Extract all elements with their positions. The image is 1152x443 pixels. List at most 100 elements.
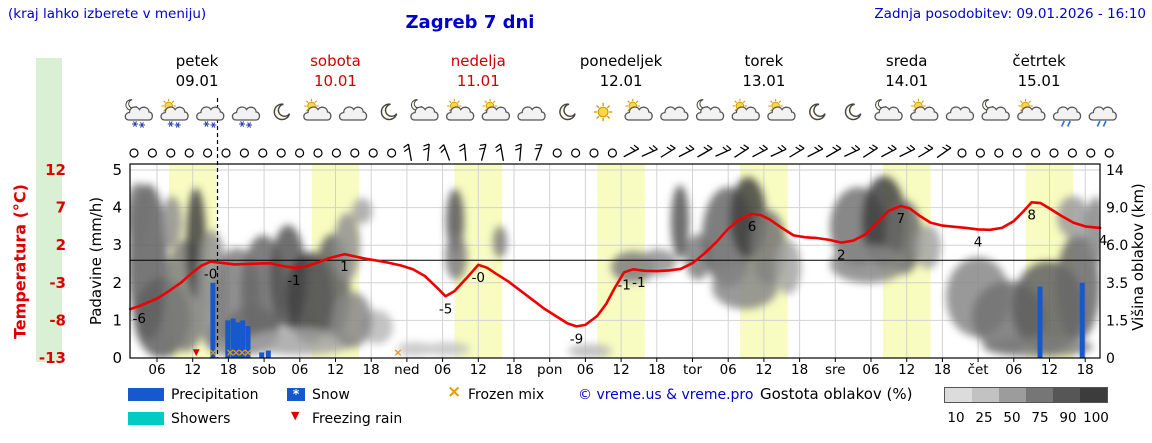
precipitation-bars [210,282,1085,358]
wind-calm-icon [276,148,286,158]
day-name: torek [744,52,783,70]
wind-barb-icon [641,148,658,157]
cloud-icon [481,106,511,121]
weather-icon-moon [273,103,291,121]
wind-barb-feather [535,143,542,146]
precipitation-swatch [128,388,164,401]
density-tick-label: 90 [1059,410,1077,426]
copyright-link[interactable]: © vreme.us & vreme.pro [578,387,754,403]
wind-barb-feather [423,143,430,147]
wind-barb-feather [514,147,522,151]
cloud-axis-tick: 6.0 [1106,238,1128,254]
wind-barb-feather [887,146,894,152]
plot-border [129,163,1101,359]
freezing-rain-marker: ▼ [193,348,200,358]
precip-bar [230,318,236,358]
wind-calm-icon [570,148,581,158]
day-date: 13.01 [742,72,785,90]
left-accent-strip [36,58,62,362]
x-tick-label: sob [252,362,276,378]
wind-barb-feather [924,146,930,151]
temperature-value-label: 1 [340,259,349,275]
wind-barb-feather [459,147,466,152]
wind-calm-icon [994,148,1004,158]
wind-calm-icon [203,148,213,158]
wind-calm-icon [589,148,599,158]
wind-barb-feather [685,146,691,152]
cloud-blob [334,213,360,281]
temperature-value-label: -5 [439,301,452,317]
wind-barb-icon [678,148,695,158]
density-segment-50 [999,388,1026,402]
wind-barb-icon [499,144,505,161]
wind-barb-feather [777,146,783,152]
wind-calm-icon [166,148,176,158]
snow-mark [204,121,209,127]
frozen-mix-marker: × [393,346,402,359]
wind-barb-feather [495,147,502,153]
x-tick-label: 12 [184,362,201,378]
legend-snow-label: Snow [312,387,350,403]
wind-calm-icon [239,148,249,158]
precip-bar [259,352,265,358]
weather-icon-cloud [338,106,368,121]
wind-barb-feather [851,146,857,152]
day-name: ponedeljek [580,52,663,70]
weather-icon-sun-cloud [910,98,939,121]
temp-axis-tick: -8 [49,311,66,329]
cloud-density-title: Gostota oblakov (%) [760,385,913,403]
weather-icon-moon [559,103,576,121]
legend-showers-label: Showers [171,411,231,427]
weather-icon-moon [844,103,862,121]
weather-icon-sun-cloud [1017,98,1046,121]
wind-barb-feather [440,147,446,153]
wind-barb-icon [427,143,430,162]
temp-axis-tick: 12 [45,161,66,179]
wind-barb-feather [422,147,430,151]
wind-barb-feather [854,144,861,150]
cloud-blob [775,240,801,294]
wind-barb-icon [734,147,750,158]
day-name: nedelja [451,52,506,70]
x-tick-label: 18 [648,362,665,378]
wind-calm-icon [350,148,360,158]
day-name: sreda [886,52,928,70]
density-tick-label: 10 [947,410,965,426]
precip-bar [210,282,216,358]
cloud-icon [1052,106,1082,121]
wind-barb-feather [906,146,912,152]
wind-calm-icon [258,148,268,158]
wind-barb-feather [891,144,897,150]
temperature-line [128,201,1102,328]
weather-icon-sun-cloud [481,98,511,121]
moon-icon [809,103,826,121]
weather-icon-cloud-snow [196,106,225,128]
snow-mark [240,121,245,127]
wind-barb-feather [669,144,676,149]
wind-calm-icon [1086,148,1096,158]
cloud-blob [1057,196,1089,238]
day-date: 14.01 [885,72,928,90]
x-tick-label: tor [683,362,703,378]
wind-barb-feather [648,146,655,152]
wind-calm-icon [1012,148,1022,158]
precip-bar [1037,286,1043,358]
wind-calm-icon [221,148,231,158]
snow-mark [211,122,216,128]
precip-axis-tick: 3 [112,236,122,254]
cloud-axis-tick: 1.5 [1106,313,1128,329]
snow-mark [175,122,180,128]
frozen-mix-marker: × [237,346,246,359]
cloud-axis-tick: 3.5 [1106,276,1128,292]
wind-barb-feather [495,143,501,149]
density-segment-10 [945,388,972,402]
snow-mark [168,121,173,127]
cloud-blob [130,183,150,247]
day-date: 12.01 [600,72,643,90]
wind-barb-feather [703,146,710,151]
wind-calm-icon [957,148,967,158]
weather-icon-sun-cloud [624,98,653,121]
weather-icon-moon [380,103,398,121]
cloud-icon [874,106,903,121]
